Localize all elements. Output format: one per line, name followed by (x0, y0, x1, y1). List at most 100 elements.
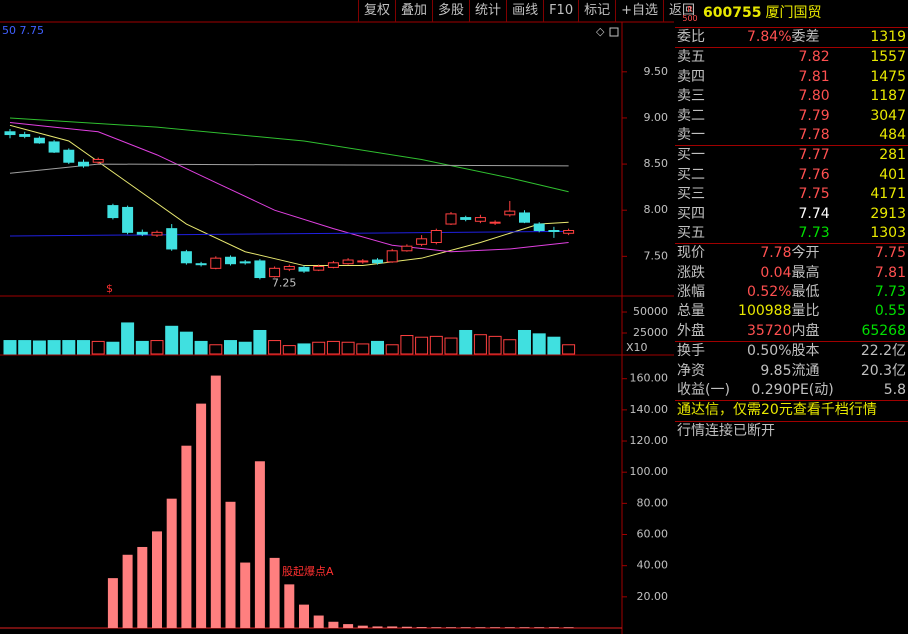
badge: R (687, 4, 693, 14)
indicator-bar (284, 584, 295, 628)
volume-bar (356, 343, 370, 355)
quote-row: 卖五 7.82 1557 (675, 47, 908, 67)
quote-cell: 委比 (677, 29, 705, 45)
indicator-bar (504, 627, 515, 628)
indicator-bar (431, 627, 442, 628)
candle-body (151, 231, 163, 236)
candle-body (563, 229, 575, 234)
candle-body (474, 217, 486, 222)
quote-cell: 7.76 (798, 166, 830, 183)
candle-body (4, 131, 16, 136)
quote-cell: 35720 (746, 322, 792, 339)
candle-body (122, 206, 134, 233)
toolbar-button[interactable]: 标记 (578, 0, 615, 22)
candle-body (533, 223, 545, 231)
indicator-bar (313, 615, 324, 628)
indicator-bar (166, 498, 177, 628)
quote-cell: 0.50% (747, 343, 792, 360)
candle-body (548, 229, 560, 232)
quote-row: 卖二 7.79 3047 (675, 107, 908, 126)
candle-body (78, 161, 89, 167)
unit-label: X10 (626, 341, 648, 354)
quote-cell: 7.84% (747, 29, 792, 45)
volume-bar (473, 334, 487, 355)
candle-body (166, 228, 178, 250)
quote-cell: 买二 (677, 166, 705, 183)
volume-bar (47, 340, 61, 355)
indicator-bar (401, 626, 412, 628)
quote-row: 净资 9.85 流通 20.3亿 (675, 362, 908, 381)
volume-bar (62, 340, 76, 355)
quote-row: 买三 7.75 4171 (675, 185, 908, 204)
volume-bar (400, 335, 414, 355)
quote-cell: 3047 (870, 107, 906, 124)
chart-area: ◇ 50 7.75 7.50 8.00 8.50 9.00 9.50 7.25 $25000… (0, 21, 674, 634)
y-tick-label: 9.00 (644, 111, 669, 124)
candle-body (372, 259, 383, 264)
indicator-bar (210, 375, 221, 628)
indicator-bar (269, 557, 280, 628)
indicator-bar (372, 626, 383, 628)
candle-body (327, 262, 339, 268)
ma-line (9, 117, 569, 193)
volume-bar (326, 340, 340, 355)
candle-body (195, 263, 207, 266)
toolbar-button[interactable]: 复权 (358, 0, 395, 22)
candle-body (107, 205, 119, 219)
stock-code: 600755 (703, 5, 762, 21)
quote-cell: 0.04 (760, 264, 792, 281)
candle-body (342, 259, 354, 265)
y-tick-label: 9.50 (644, 65, 669, 78)
toolbar: 复权 叠加 多股 统计 画线 F10 标记 +自选 返回 (358, 0, 700, 22)
quote-cell: 0.290 (751, 382, 792, 399)
toolbar-button[interactable]: 画线 (506, 0, 543, 22)
quote-cell: 65268 (861, 322, 906, 339)
y-tick-label: 160.00 (630, 372, 669, 385)
toolbar-button[interactable]: 多股 (432, 0, 469, 22)
indicator-bar (225, 501, 236, 628)
quote-row: 收益(一) 0.290 PE(动) 5.8 (675, 381, 908, 400)
candle-body (210, 257, 222, 269)
volume-bar (179, 331, 193, 355)
volume-bar (488, 335, 502, 355)
quote-row: 买五 7.73 1303 (675, 224, 908, 243)
quote-cell: 7.74 (798, 205, 830, 222)
y-tick-label: 40.00 (637, 559, 669, 572)
quote-panel: R 500 600755 厦门国贸 委比 7.84% 委差 1319 卖五 7.82 1557… (675, 0, 908, 634)
y-tick-label: 25000 (633, 326, 668, 339)
quote-cell: 401 (879, 166, 906, 183)
toolbar-button[interactable]: 返回 (663, 0, 700, 22)
toolbar-button[interactable]: F10 (543, 0, 578, 22)
quote-cell: 卖五 (677, 49, 705, 66)
indicator-bar (196, 403, 207, 628)
volume-bar (532, 333, 546, 355)
quote-cell: 卖四 (677, 68, 705, 85)
quote-row: 行情连接已断开 (675, 420, 908, 441)
quote-cell: 7.75 (798, 186, 830, 203)
quote-body: 委比 7.84% 委差 1319 卖五 7.82 1557 卖四 7.81 1475 卖三 7.80 1… (675, 27, 908, 441)
indicator-bar (181, 445, 192, 628)
quote-cell: 0.55 (874, 303, 906, 320)
candle-body (401, 245, 413, 252)
quote-cell: 收益(一) (677, 382, 730, 399)
volume-bar (429, 335, 443, 355)
corner-label: 50 7.75 (2, 24, 44, 37)
quote-row: 买一 7.77 281 (675, 145, 908, 165)
quote-cell: 委差 (791, 29, 820, 45)
quote-cell: 7.78 (760, 245, 792, 262)
volume-bar (371, 340, 384, 355)
volume-bar (224, 340, 237, 355)
quote-cell: 总量 (677, 303, 705, 320)
candle-body (239, 261, 251, 264)
quote-cell: 7.80 (798, 88, 830, 105)
volume-bar (547, 336, 561, 355)
toolbar-button[interactable]: 统计 (469, 0, 506, 22)
indicator-bar (519, 627, 530, 628)
badge: 500 (682, 13, 698, 23)
toolbar-button[interactable]: +自选 (615, 0, 663, 22)
toolbar-button[interactable]: 叠加 (395, 0, 432, 22)
quote-cell: 7.73 (798, 224, 830, 241)
candle-body (489, 221, 501, 224)
quote-cell: 量比 (791, 303, 820, 320)
